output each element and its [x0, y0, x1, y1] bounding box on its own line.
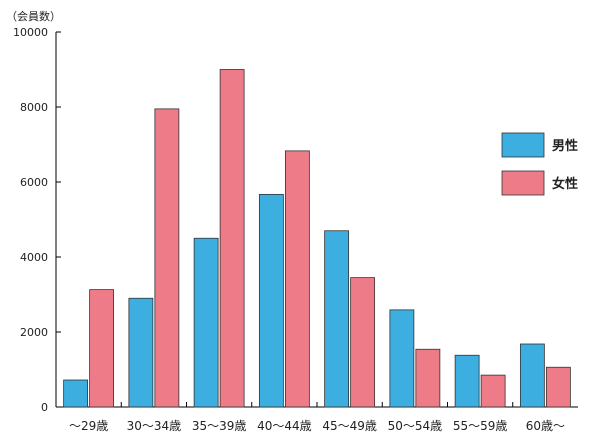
x-category-label: 45～49歳	[322, 419, 377, 433]
bar-female	[480, 374, 506, 408]
legend-label-male: 男性	[552, 138, 578, 154]
x-category-label: 60歳～	[526, 419, 565, 433]
y-tick-label: 6000	[20, 176, 48, 189]
bars	[63, 69, 571, 408]
legend-swatch-male	[501, 132, 545, 158]
x-category-label: 40～44歳	[257, 419, 312, 433]
y-tick-label: 4000	[20, 251, 48, 264]
x-category-label: 55～59歳	[453, 419, 508, 433]
y-tick-label: 10000	[13, 26, 48, 39]
x-category-labels: ～29歳 30～34歳 35～39歳 40～44歳 45～49歳 50～54歳 55～59歳…	[69, 402, 565, 433]
bar-male	[258, 193, 284, 408]
bar-female	[219, 69, 245, 408]
y-axis-unit-label: （会員数）	[6, 10, 61, 23]
y-tick-label: 8000	[20, 101, 48, 114]
bar-male	[193, 237, 219, 408]
y-ticks: 0 2000 4000 6000 8000 10000	[13, 26, 61, 414]
bar-male	[389, 309, 415, 408]
bar-male	[454, 354, 480, 408]
y-tick-label: 0	[41, 401, 48, 414]
bar-female	[545, 366, 571, 408]
x-category-label: 30～34歳	[127, 419, 182, 433]
bar-male	[63, 379, 89, 408]
legend-swatch-female	[501, 170, 545, 196]
y-tick-label: 2000	[20, 326, 48, 339]
x-category-label: 35～39歳	[192, 419, 247, 433]
legend-label-female: 女性	[552, 176, 578, 192]
bar-male	[519, 343, 545, 408]
bar-female	[89, 289, 115, 408]
x-category-label: ～29歳	[69, 419, 108, 433]
bar-female	[415, 348, 441, 408]
bar-male	[128, 297, 154, 408]
bar-male	[324, 230, 350, 408]
x-category-label: 50～54歳	[388, 419, 443, 433]
bar-female	[350, 277, 376, 408]
bar-female	[284, 150, 310, 408]
bar-female	[154, 108, 180, 408]
